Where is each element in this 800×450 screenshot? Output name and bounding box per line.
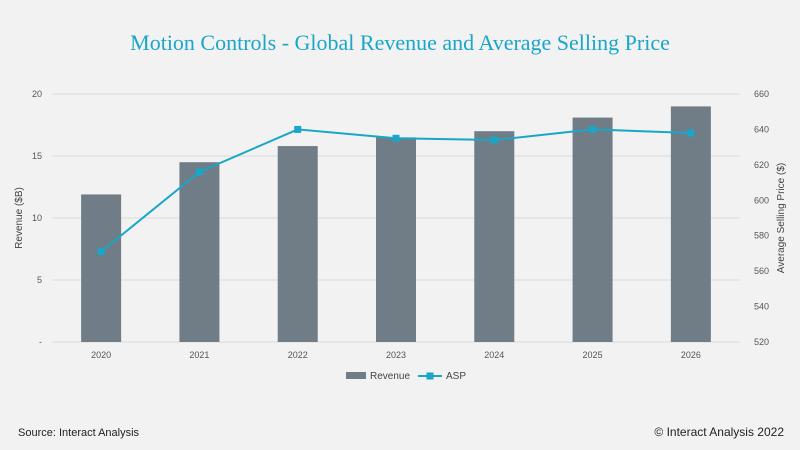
copyright-note: © Interact Analysis 2022 [654, 425, 784, 439]
revenue-bar [670, 106, 711, 343]
y2-tick-label: 520 [754, 337, 769, 347]
asp-point [490, 136, 498, 144]
asp-point [195, 168, 203, 176]
asp-point [294, 125, 302, 133]
y-axis-title: Revenue ($B) [14, 187, 25, 249]
x-tick-label: 2020 [91, 350, 111, 360]
x-tick-label: 2025 [583, 350, 603, 360]
y2-axis-title: Average Selling Price ($) [776, 163, 787, 273]
legend-label-revenue: Revenue [370, 371, 410, 382]
asp-point [97, 248, 105, 256]
x-tick-label: 2021 [189, 350, 209, 360]
revenue-bar [474, 131, 515, 342]
revenue-bar [376, 137, 416, 342]
asp-point [687, 129, 695, 137]
revenue-bar [572, 117, 613, 342]
x-tick-label: 2022 [288, 350, 308, 360]
source-note: Source: Interact Analysis [18, 427, 140, 439]
y-tick-label: - [39, 337, 42, 347]
x-tick-label: 2024 [484, 350, 504, 360]
y2-tick-label: 620 [754, 160, 769, 170]
x-tick-label: 2023 [386, 350, 406, 360]
y2-tick-label: 660 [754, 89, 769, 99]
y-tick-label: 20 [32, 89, 42, 99]
y2-tick-label: 600 [754, 195, 769, 205]
y-tick-label: 15 [32, 151, 42, 161]
y2-tick-label: 560 [754, 266, 769, 276]
y2-tick-label: 640 [754, 124, 769, 134]
legend-swatch-asp-marker [426, 372, 434, 380]
y2-tick-label: 580 [754, 231, 769, 241]
y-tick-label: 5 [37, 275, 42, 285]
revenue-bar [277, 146, 318, 342]
y2-tick-label: 540 [754, 302, 769, 312]
asp-point [589, 125, 597, 133]
y-tick-label: 10 [32, 213, 42, 223]
asp-point [392, 134, 400, 142]
x-tick-label: 2026 [681, 350, 701, 360]
revenue-bar [179, 162, 220, 342]
revenue-bar [81, 194, 122, 342]
chart-title: Motion Controls - Global Revenue and Ave… [130, 30, 670, 55]
legend-swatch-revenue [346, 372, 366, 379]
legend-label-asp: ASP [446, 371, 466, 382]
